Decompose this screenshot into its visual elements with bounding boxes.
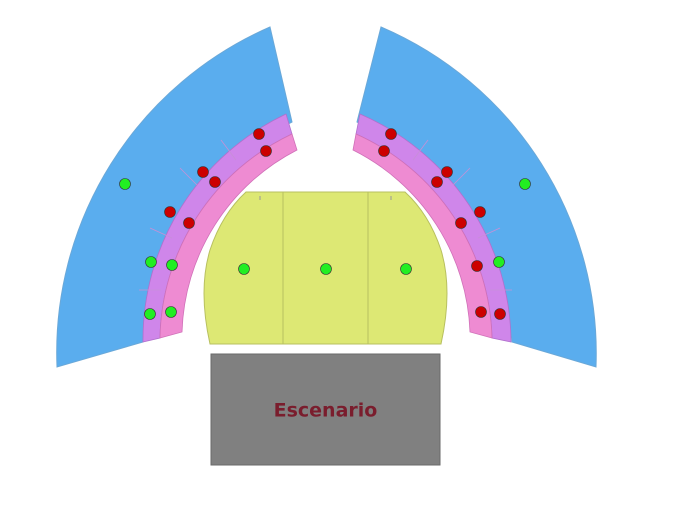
stage-block: [210, 353, 441, 466]
seat-sold: [209, 176, 221, 188]
stage-label: Escenario: [274, 400, 378, 422]
seat-available[interactable]: [145, 256, 157, 268]
seat-available[interactable]: [165, 306, 177, 318]
seat-available[interactable]: [519, 178, 531, 190]
seat-sold: [494, 308, 506, 320]
seat-sold: [441, 166, 453, 178]
seat-sold: [197, 166, 209, 178]
seat-sold: [471, 260, 483, 272]
seat-available[interactable]: [320, 263, 332, 275]
seat-sold: [183, 217, 195, 229]
seat-available[interactable]: [400, 263, 412, 275]
left-row-dividers: [139, 139, 237, 291]
seat-sold: [474, 206, 486, 218]
seat-available[interactable]: [144, 308, 156, 320]
seat-sold: [385, 128, 397, 140]
seat-sold: [455, 217, 467, 229]
left-row-inner[interactable]: [159, 133, 298, 339]
right-rows: [352, 113, 512, 343]
seat-sold: [164, 206, 176, 218]
right-row-dividers: [412, 139, 512, 291]
seat-sold: [475, 306, 487, 318]
seat-available[interactable]: [493, 256, 505, 268]
seat-sold: [378, 145, 390, 157]
seat-available[interactable]: [166, 259, 178, 271]
seat-sold: [253, 128, 265, 140]
seat-sold: [431, 176, 443, 188]
left-rows: [139, 113, 298, 343]
seat-available[interactable]: [119, 178, 131, 190]
seats: [119, 128, 531, 320]
seat-available[interactable]: [238, 263, 250, 275]
right-row-inner[interactable]: [352, 133, 493, 339]
stage: Escenario: [210, 353, 441, 466]
seat-sold: [260, 145, 272, 157]
